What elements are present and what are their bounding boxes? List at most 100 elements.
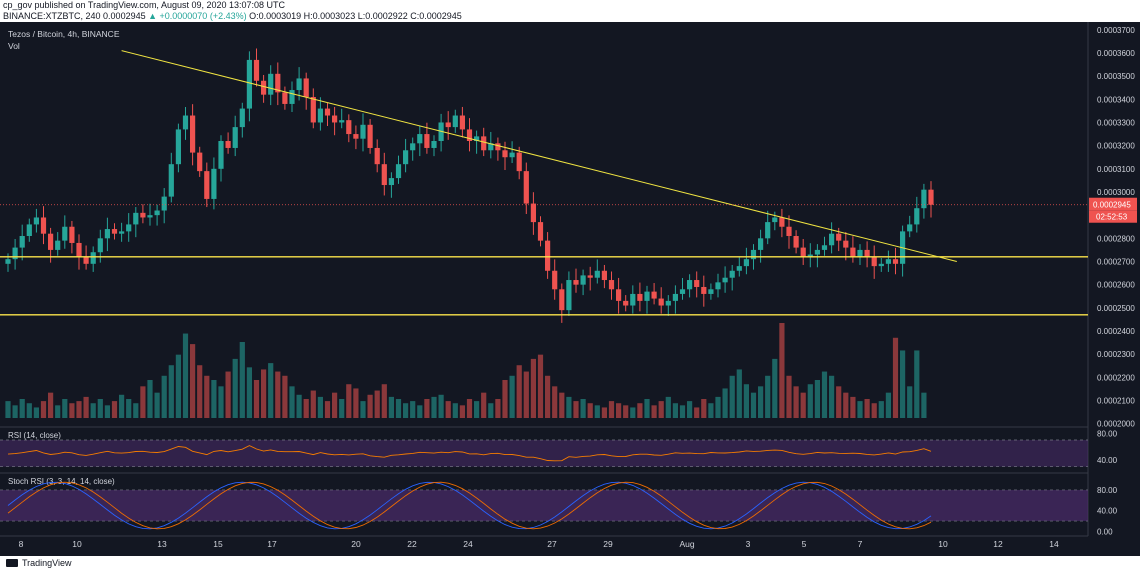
volume-bar xyxy=(729,375,735,418)
volume-bar xyxy=(530,358,536,418)
volume-bar xyxy=(403,403,409,418)
candle xyxy=(417,134,423,144)
candle xyxy=(829,233,835,246)
volume-bar xyxy=(97,399,103,418)
volume-bar xyxy=(459,405,465,418)
price-change: ▲ +0.0000070 (+2.43%) xyxy=(148,11,247,21)
price-tick-label: 0.0002200 xyxy=(1097,373,1135,382)
candle xyxy=(190,115,196,153)
candle xyxy=(843,240,849,248)
volume-bar xyxy=(346,384,352,418)
candle xyxy=(743,259,749,267)
price-tick-label: 0.0003100 xyxy=(1097,165,1135,174)
candle xyxy=(687,280,693,290)
candle xyxy=(303,78,309,97)
volume-bar xyxy=(466,399,473,418)
candle xyxy=(736,266,742,271)
candle xyxy=(559,289,565,311)
candle xyxy=(658,298,664,306)
volume-bar xyxy=(438,394,444,418)
candles xyxy=(5,48,934,323)
candle xyxy=(729,270,735,278)
candle xyxy=(537,222,544,241)
time-tick-label: 5 xyxy=(802,539,807,549)
volume-bars xyxy=(5,323,927,418)
candle xyxy=(261,80,267,95)
candle xyxy=(410,143,416,151)
candle xyxy=(126,224,132,232)
time-tick-label: 10 xyxy=(938,539,948,549)
volume-bar xyxy=(133,403,139,418)
candle xyxy=(282,92,288,104)
candle xyxy=(119,231,125,234)
volume-bar xyxy=(836,386,842,418)
volume-bar xyxy=(190,344,196,418)
candle xyxy=(779,217,785,227)
volume-bar xyxy=(679,405,686,418)
volume-bar xyxy=(310,390,316,418)
volume-bar xyxy=(885,392,891,418)
volume-bar xyxy=(381,384,387,418)
volume-bar xyxy=(48,392,54,418)
volume-bar xyxy=(559,392,565,418)
volume-bar xyxy=(175,354,181,418)
time-tick-label: Aug xyxy=(679,539,694,549)
candle xyxy=(864,249,870,257)
candle xyxy=(758,238,764,250)
candle xyxy=(104,229,110,239)
candle xyxy=(772,217,778,223)
candle xyxy=(317,108,323,123)
volume-bar xyxy=(765,375,771,418)
volume-bar xyxy=(481,392,487,418)
price-tick-label: 0.0002000 xyxy=(1097,420,1135,429)
volume-bar xyxy=(779,323,785,418)
volume-bar xyxy=(5,401,11,418)
volume-bar xyxy=(623,405,629,418)
volume-bar xyxy=(616,403,622,418)
candle xyxy=(466,129,473,142)
candle xyxy=(608,280,615,290)
volume-bar xyxy=(410,401,416,418)
volume-bar xyxy=(140,386,146,418)
candle xyxy=(33,217,39,225)
candle xyxy=(339,120,345,123)
time-tick-label: 3 xyxy=(746,539,751,549)
candle xyxy=(296,78,302,91)
candle xyxy=(885,259,891,264)
volume-bar xyxy=(793,386,799,418)
candle xyxy=(516,152,522,172)
volume-bar xyxy=(395,399,402,418)
candle xyxy=(623,300,629,306)
candle xyxy=(374,147,380,165)
volume-bar xyxy=(161,375,167,418)
volume-bar xyxy=(317,396,323,418)
volume-bar xyxy=(126,399,132,418)
time-axis: 8 10 13 15 17 20 22 24 27 29 Aug 3 5 7 10 12 14 xyxy=(19,539,1059,549)
volume-bar xyxy=(537,354,544,418)
volume-bar xyxy=(821,371,828,418)
stoch-d-line xyxy=(7,481,932,530)
volume-bar xyxy=(431,396,437,418)
candle xyxy=(19,236,25,248)
volume-bar xyxy=(750,392,757,418)
candle xyxy=(395,164,402,179)
candle xyxy=(644,291,650,301)
candle xyxy=(814,249,820,255)
candle xyxy=(5,259,11,264)
volume-bar xyxy=(204,375,210,418)
stoch-k-line xyxy=(7,481,932,530)
price-tick-label: 0.0002700 xyxy=(1097,257,1135,266)
volume-bar xyxy=(594,405,600,418)
candle xyxy=(69,226,75,243)
volume-bar xyxy=(147,380,153,418)
volume-bar xyxy=(850,396,856,418)
candle xyxy=(324,108,331,116)
candle xyxy=(694,280,700,287)
volume-bar xyxy=(509,375,515,418)
candle xyxy=(701,286,707,294)
volume-bar xyxy=(871,403,877,418)
volume-bar xyxy=(658,401,664,418)
volume-bar xyxy=(253,380,260,418)
publish-line: cp_gov published on TradingView.com, Aug… xyxy=(3,0,286,10)
